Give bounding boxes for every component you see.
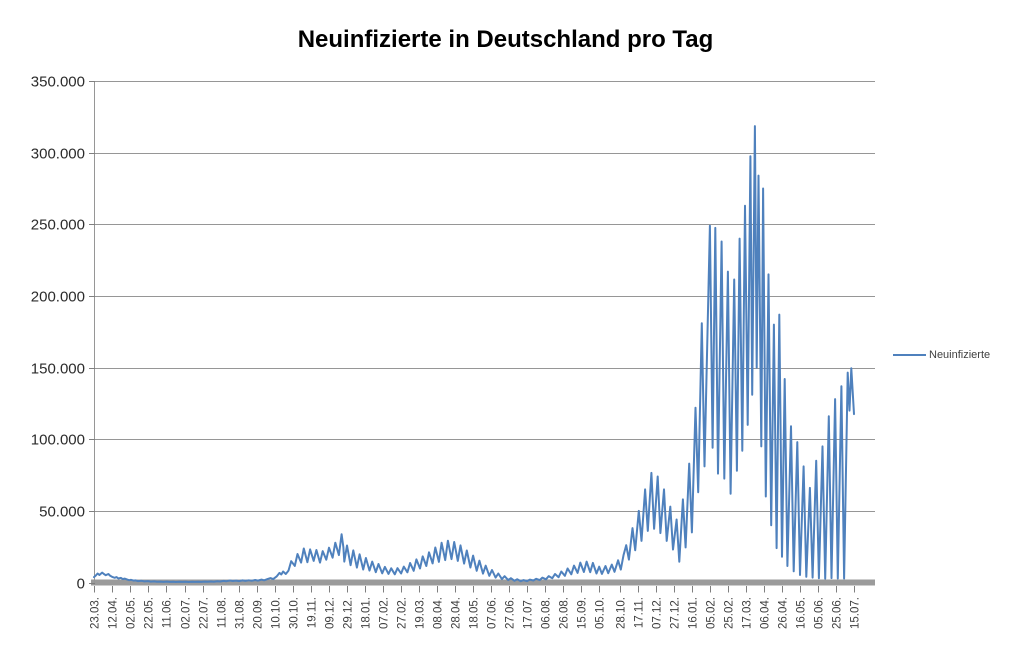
x-axis-label: 28.10.: [616, 597, 628, 629]
x-axis-label: 07.06.: [487, 597, 499, 629]
x-axis-label: 26.08.: [559, 597, 571, 629]
x-axis-label: 02.07.: [181, 597, 193, 629]
x-axis-label: 27.12.: [670, 597, 682, 629]
x-axis-label: 16.01.: [688, 597, 700, 629]
x-axis-label: 29.12.: [343, 597, 355, 629]
x-axis-label: 23.03.: [90, 597, 102, 629]
y-axis-label: 50.000: [39, 504, 85, 521]
x-axis-label: 08.04.: [433, 597, 445, 629]
x-axis-label: 22.05.: [144, 597, 156, 629]
chart-title: Neuinfizierte in Deutschland pro Tag: [297, 26, 714, 53]
x-axis-label: 05.10.: [595, 597, 607, 629]
x-axis-label: 15.07.: [850, 597, 862, 629]
x-axis-label: 19.03.: [415, 597, 427, 629]
x-axis-label: 17.11.: [634, 597, 646, 628]
legend: Neuinfizierte: [893, 349, 990, 361]
x-axis-label: 19.11.: [307, 597, 319, 628]
x-axis-label: 22.07.: [199, 597, 211, 629]
x-axis-label: 17.03.: [742, 597, 754, 629]
x-axis-label: 15.09.: [577, 597, 589, 629]
x-axis-label: 26.04.: [778, 597, 790, 629]
x-axis-label: 07.12.: [652, 597, 664, 629]
y-axis-label: 350.000: [31, 74, 85, 91]
legend-label: Neuinfizierte: [929, 349, 991, 361]
y-axis-label: 100.000: [31, 432, 85, 449]
x-axis-label: 18.05.: [469, 597, 481, 629]
x-axis-label: 25.06.: [832, 597, 844, 629]
x-axis-label: 27.02.: [397, 597, 409, 629]
y-axis-label: 150.000: [31, 361, 85, 378]
x-axis-label: 17.07.: [523, 597, 535, 629]
x-axis-label: 05.02.: [706, 597, 718, 629]
x-axis-label: 06.08.: [541, 597, 553, 629]
x-axis-label: 16.05.: [796, 597, 808, 629]
legend-line-swatch: [893, 354, 926, 356]
x-axis-label: 31.08.: [235, 597, 247, 629]
x-axis-label: 30.10.: [289, 597, 301, 629]
x-axis-label: 09.12.: [325, 597, 337, 629]
x-axis-label: 12.04.: [108, 597, 120, 629]
x-axis-label: 20.09.: [253, 597, 265, 629]
x-axis-label: 05.06.: [814, 597, 826, 629]
x-axis-label: 11.06.: [162, 597, 174, 628]
zero-axis-bar: [91, 579, 875, 586]
x-axis-label: 27.06.: [505, 597, 517, 629]
x-axis-label: 11.08.: [217, 597, 229, 628]
x-axis-label: 02.05.: [126, 597, 138, 629]
y-axis-label: 200.000: [31, 289, 85, 306]
x-axis-label: 07.02.: [379, 597, 391, 629]
x-axis-label: 18.01.: [361, 597, 373, 629]
y-axis-label: 0: [77, 576, 85, 593]
x-axis-label: 25.02.: [724, 597, 736, 629]
x-axis-label: 10.10.: [271, 597, 283, 629]
x-axis-label: 28.04.: [451, 597, 463, 629]
series-line: [93, 125, 855, 583]
y-axis-label: 300.000: [31, 146, 85, 163]
y-axis-label: 250.000: [31, 217, 85, 234]
x-axis-label: 06.04.: [760, 597, 772, 629]
